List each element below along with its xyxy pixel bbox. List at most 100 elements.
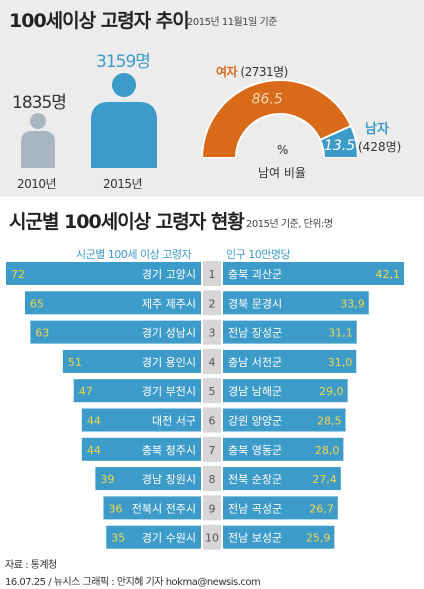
left-bar-label: 충북 청주시 bbox=[142, 444, 196, 457]
right-bar-value: 27,4 bbox=[312, 473, 337, 486]
left-bar bbox=[30, 320, 201, 344]
rank-box bbox=[203, 261, 221, 286]
left-bar-value: 51 bbox=[68, 356, 82, 369]
right-bar bbox=[223, 467, 341, 491]
rank-box bbox=[203, 407, 221, 433]
right-bar bbox=[223, 437, 344, 461]
left-bar-label: 경기 수원시 bbox=[142, 532, 196, 545]
left-bar-label: 경남 창원시 bbox=[142, 473, 196, 486]
section2-subtitle: 2015년 기준, 단위:명 bbox=[246, 219, 333, 230]
right-bar-label: 충남 서천군 bbox=[228, 355, 282, 369]
gender-ratio-donut: 86.5 13.5 bbox=[200, 79, 360, 158]
donut-label-female: 86.5 bbox=[252, 91, 283, 107]
section1-title: 100세이상 고령자 추이 bbox=[9, 10, 190, 32]
left-bar-value: 44 bbox=[87, 415, 101, 428]
left-bar bbox=[6, 262, 201, 285]
source-note: 자료 : 통계청 bbox=[5, 560, 57, 571]
rank-number: 9 bbox=[209, 502, 216, 515]
right-chart-header: 인구 10만명당 bbox=[226, 248, 291, 261]
left-bar-label: 경기 용인시 bbox=[142, 356, 196, 369]
right-bar-label: 충북 괴산군 bbox=[228, 268, 282, 281]
right-bar bbox=[223, 320, 357, 344]
year-2010-label: 2010년 bbox=[17, 177, 57, 191]
left-chart-header: 시군별 100세 이상 고령자 bbox=[76, 248, 192, 261]
rank-number: 7 bbox=[209, 444, 216, 457]
left-bar bbox=[106, 525, 201, 549]
rank-box bbox=[203, 290, 221, 316]
rank-number: 8 bbox=[209, 473, 216, 486]
left-bar-value: 72 bbox=[11, 268, 25, 281]
right-bar-value: 26,7 bbox=[309, 502, 334, 515]
left-bar bbox=[62, 349, 201, 373]
right-bar-value: 31,1 bbox=[328, 327, 353, 340]
rank-number: 2 bbox=[209, 297, 216, 310]
left-bar-value: 36 bbox=[109, 502, 123, 515]
rank-number: 5 bbox=[209, 385, 216, 398]
donut-label-male: 13.5 bbox=[324, 138, 355, 154]
left-bar-label: 전북시 전주시 bbox=[132, 502, 196, 515]
right-bar bbox=[223, 525, 335, 549]
right-bar bbox=[223, 408, 346, 432]
rank-box bbox=[203, 319, 221, 345]
left-bar bbox=[24, 291, 202, 315]
rank-box bbox=[203, 348, 221, 374]
right-bar-label: 전남 장성군 bbox=[228, 327, 282, 340]
rank-box bbox=[203, 466, 221, 492]
right-bar-label: 충북 영동군 bbox=[228, 444, 282, 457]
left-bar bbox=[73, 379, 201, 403]
left-bar-value: 47 bbox=[79, 385, 93, 398]
rank-number: 4 bbox=[209, 356, 216, 369]
right-bar-value: 42,1 bbox=[376, 268, 401, 281]
section1-subtitle: 2015년 11월1일 기준 bbox=[187, 17, 277, 28]
right-bar-value: 28,0 bbox=[315, 444, 340, 457]
right-bar-label: 강원 양양군 bbox=[228, 415, 282, 428]
right-bar bbox=[223, 262, 404, 285]
right-bar-value: 25,9 bbox=[306, 532, 331, 545]
left-bar-label: 경기 부천시 bbox=[142, 384, 196, 398]
male-count: (428명) bbox=[358, 140, 402, 154]
left-bar-value: 44 bbox=[87, 444, 101, 457]
percent-unit: % bbox=[277, 143, 289, 157]
right-bar-value: 28,5 bbox=[317, 415, 342, 428]
left-bar bbox=[81, 408, 201, 432]
right-bar-value: 29,0 bbox=[319, 385, 344, 398]
right-bar-label: 전북 순창군 bbox=[228, 473, 282, 486]
left-bar-label: 경기 성남시 bbox=[142, 327, 196, 340]
left-bar bbox=[81, 437, 201, 461]
left-bar bbox=[95, 467, 201, 491]
right-bar bbox=[223, 496, 338, 520]
right-bar-label: 전남 보성군 bbox=[228, 532, 282, 545]
right-bar-label: 전남 곡성군 bbox=[228, 502, 282, 515]
rank-number: 1 bbox=[209, 268, 216, 281]
person-2015-icon bbox=[91, 73, 157, 168]
donut-slice-female bbox=[200, 79, 353, 158]
rank-number: 10 bbox=[205, 532, 219, 545]
left-bar-value: 65 bbox=[30, 297, 44, 310]
rank-box bbox=[203, 378, 221, 404]
donut-slice-male bbox=[318, 124, 360, 158]
female-label-text: 여자 bbox=[216, 65, 238, 79]
female-count: (2731명) bbox=[240, 65, 288, 79]
rank-number: 3 bbox=[209, 327, 216, 340]
left-bar-label: 제주 제주시 bbox=[142, 297, 196, 310]
right-bar-value: 33,9 bbox=[340, 297, 365, 310]
right-bar bbox=[223, 379, 348, 403]
count-2015: 3159명 bbox=[96, 52, 151, 72]
left-bar-value: 63 bbox=[35, 327, 49, 340]
male-label: 남자 bbox=[365, 122, 389, 137]
ratio-caption: 남여 비율 bbox=[258, 166, 306, 180]
trend-panel bbox=[0, 0, 424, 197]
rank-box bbox=[203, 436, 221, 462]
right-bar-label: 경남 남해군 bbox=[228, 384, 282, 398]
year-2015-label: 2015년 bbox=[103, 177, 143, 191]
rank-box bbox=[203, 524, 221, 550]
left-bar-label: 경기 고양시 bbox=[142, 268, 196, 281]
female-label: 여자 (2731명) bbox=[216, 63, 288, 80]
rank-number: 6 bbox=[209, 415, 216, 428]
left-bar bbox=[103, 496, 201, 520]
left-bar-value: 35 bbox=[111, 532, 125, 545]
left-bar-value: 39 bbox=[100, 473, 114, 486]
count-2010: 1835명 bbox=[12, 93, 67, 113]
right-bar bbox=[223, 349, 357, 373]
